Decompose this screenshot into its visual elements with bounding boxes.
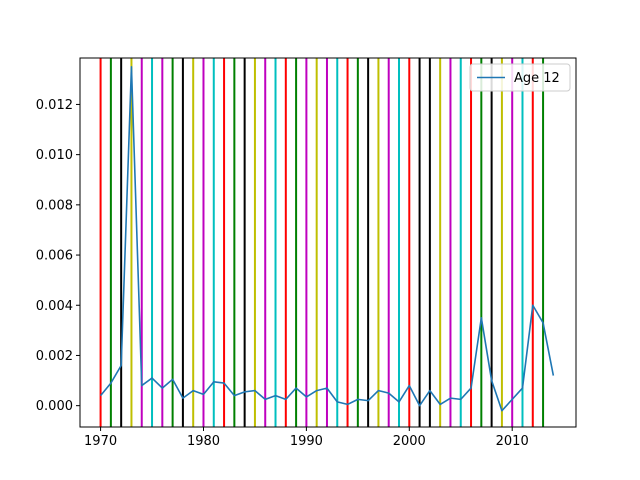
x-tick-label: 1980 <box>187 434 220 449</box>
x-tick-label: 2000 <box>393 434 426 449</box>
legend: Age 12 <box>470 64 570 91</box>
y-tick-label: 0.010 <box>36 148 73 163</box>
x-tick-label: 2010 <box>496 434 529 449</box>
y-tick-label: 0.000 <box>36 399 73 414</box>
legend-label: Age 12 <box>514 71 560 86</box>
y-tick-label: 0.002 <box>36 349 73 364</box>
y-tick-label: 0.012 <box>36 98 73 113</box>
x-tick-label: 1970 <box>84 434 117 449</box>
y-tick-label: 0.004 <box>36 299 73 314</box>
x-tick-label: 1990 <box>290 434 323 449</box>
y-tick-label: 0.008 <box>36 198 73 213</box>
y-tick-label: 0.006 <box>36 249 73 264</box>
